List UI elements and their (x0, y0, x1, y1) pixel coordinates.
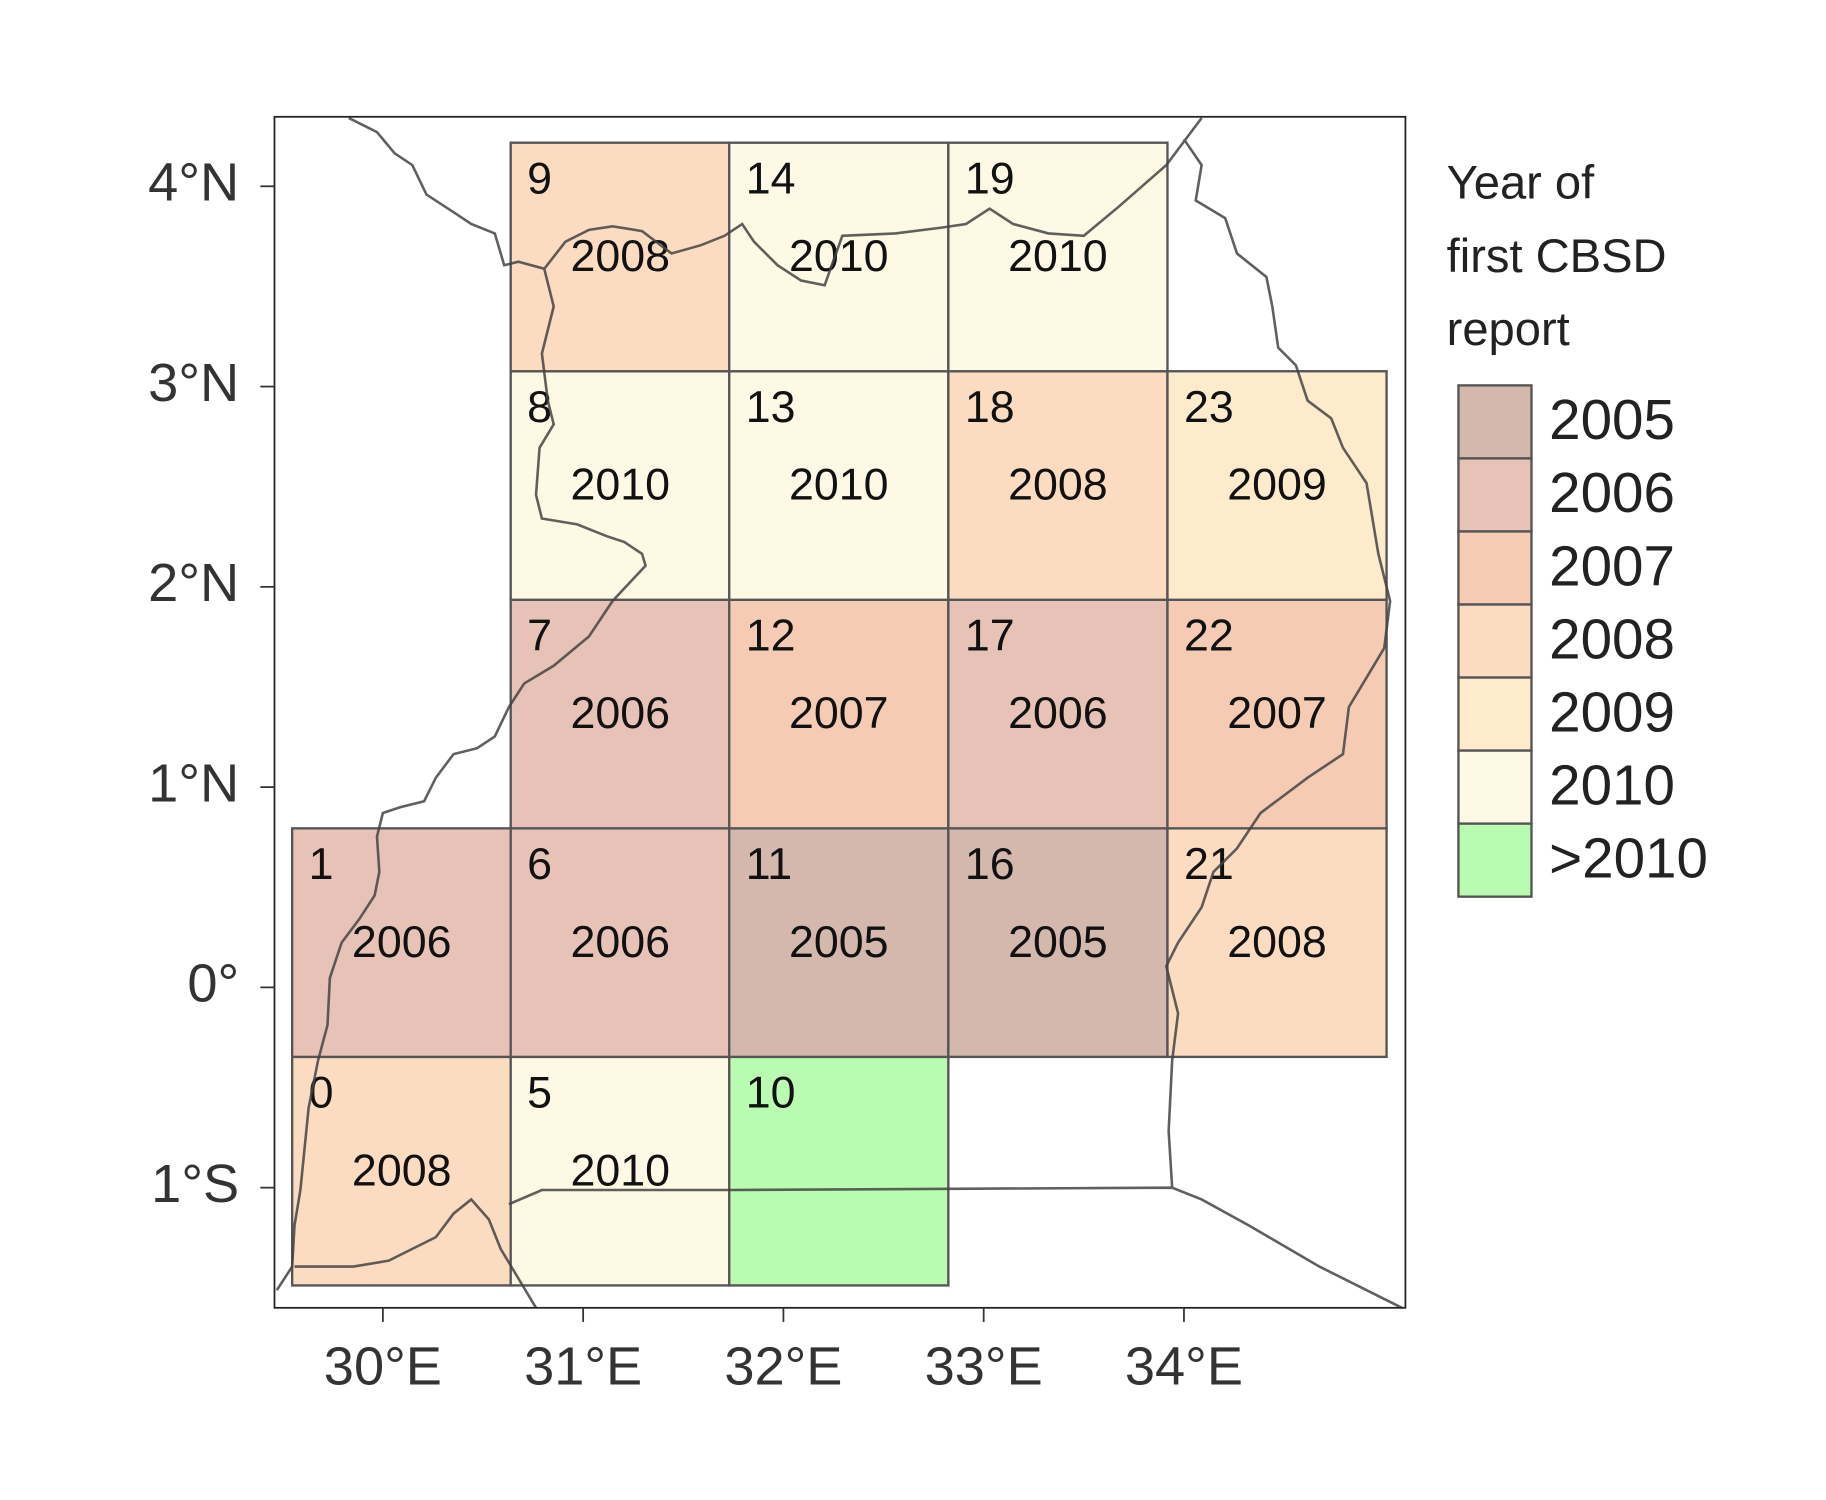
grid-cell (1166, 370, 1388, 601)
cell-year: 2007 (1227, 688, 1327, 738)
border (294, 1197, 538, 1309)
cell-year: 2010 (789, 231, 889, 281)
legend-swatch (1457, 384, 1533, 460)
grid-cells: 0200812006520106200672006820109200810112… (290, 141, 1388, 1287)
grid-cell (1166, 598, 1388, 830)
legend-title: first CBSD (1447, 229, 1667, 282)
cell-year: 2009 (1227, 460, 1327, 510)
cell-id: 13 (746, 382, 796, 432)
cell-year: 2006 (570, 688, 670, 738)
x-tick-label: 31°E (524, 1337, 642, 1397)
cell-id: 22 (1184, 611, 1234, 661)
cell-id: 14 (746, 153, 796, 203)
cell-id: 18 (965, 382, 1015, 432)
grid-cell (947, 827, 1169, 1059)
cell-year: 2010 (789, 460, 889, 510)
cell-id: 8 (527, 382, 552, 432)
x-tick-label: 34°E (1125, 1337, 1243, 1397)
y-tick-label: 1°N (148, 753, 239, 813)
cell-year: 2006 (352, 917, 452, 967)
cell-id: 23 (1184, 382, 1234, 432)
cell-id: 19 (965, 153, 1015, 203)
cell-year: 2008 (570, 231, 670, 281)
cell-year: 2007 (789, 688, 889, 738)
cell-id: 7 (527, 611, 552, 661)
legend-label: 2007 (1549, 534, 1675, 597)
borders (275, 116, 1403, 1309)
legend-swatch (1457, 530, 1533, 606)
legend-label: 2009 (1549, 680, 1675, 743)
border (1164, 138, 1392, 1188)
cell-year: 2005 (789, 917, 889, 967)
cell-year: 2008 (352, 1145, 452, 1195)
grid-cell (728, 598, 950, 830)
axes: 30°E 31°E 32°E 33°E 34°E 4°N 3°N 2°N 1°N 0° 1°S (148, 153, 1243, 1397)
x-tick-label: 30°E (324, 1337, 442, 1397)
grid-cell (728, 370, 950, 601)
legend-swatch (1457, 676, 1533, 752)
grid-cell (947, 598, 1169, 830)
cell-year: 2008 (1008, 460, 1108, 510)
legend-label: 2006 (1549, 461, 1675, 524)
legend-swatch (1457, 822, 1533, 898)
legend-label: 2008 (1549, 607, 1675, 670)
grid-cell (509, 598, 731, 830)
border (508, 1186, 1403, 1309)
y-tick-label: 4°N (148, 153, 239, 213)
legend: Year of first CBSD report 2005 2006 2007 2008 2… (1447, 156, 1708, 898)
grid-cell (509, 1055, 731, 1287)
grid-cell (728, 141, 950, 373)
cell-id: 9 (527, 153, 552, 203)
legend-label: 2010 (1549, 753, 1675, 816)
y-tick-label: 0° (187, 954, 239, 1014)
y-tick-label: 3°N (148, 353, 239, 413)
cell-id: 17 (965, 611, 1015, 661)
cell-id: 1 (309, 839, 334, 889)
cell-year: 2010 (1008, 231, 1108, 281)
y-tick-label: 2°N (148, 553, 239, 613)
legend-label: 2005 (1549, 388, 1675, 451)
legend-title: report (1447, 302, 1570, 355)
cell-id: 12 (746, 611, 796, 661)
grid-cell (728, 1055, 950, 1287)
cell-id: 16 (965, 839, 1015, 889)
cell-id: 21 (1184, 839, 1234, 889)
y-tick-label: 1°S (151, 1154, 239, 1214)
legend-swatch (1457, 749, 1533, 825)
grid-cell (947, 141, 1169, 373)
legend-swatch (1457, 457, 1533, 533)
cell-id: 6 (527, 839, 552, 889)
cell-id: 11 (746, 839, 792, 889)
grid-cell (1166, 827, 1388, 1059)
grid-cell (728, 827, 950, 1059)
plot-frame (273, 115, 1407, 1309)
cell-year: 2010 (570, 460, 670, 510)
cell-year: 2006 (570, 917, 670, 967)
x-tick-label: 32°E (724, 1337, 842, 1397)
x-tick-label: 33°E (925, 1337, 1043, 1397)
cell-year: 2006 (1008, 688, 1108, 738)
grid-cell (290, 1055, 513, 1287)
border (275, 268, 648, 1291)
grid-cell (509, 370, 731, 601)
cell-year: 2010 (570, 1145, 670, 1195)
cell-id: 5 (527, 1068, 552, 1118)
cell-year: 2008 (1227, 917, 1327, 967)
legend-title: Year of (1447, 156, 1595, 209)
cell-year: 2005 (1008, 917, 1108, 967)
grid-cell (509, 827, 731, 1059)
legend-swatch (1457, 603, 1533, 679)
legend-label: >2010 (1549, 826, 1708, 889)
cell-id: 10 (746, 1068, 796, 1118)
border (348, 116, 1203, 287)
